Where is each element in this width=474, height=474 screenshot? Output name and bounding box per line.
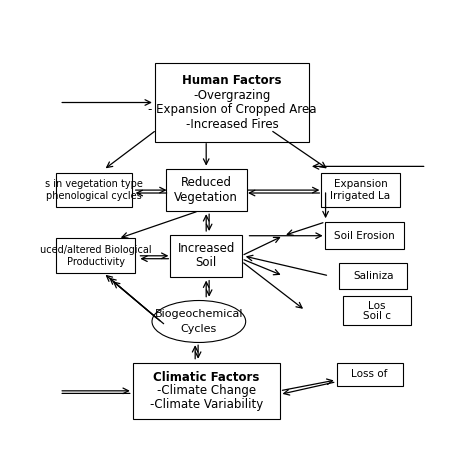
Text: Cycles: Cycles	[181, 324, 217, 334]
FancyBboxPatch shape	[170, 235, 242, 277]
FancyBboxPatch shape	[155, 63, 309, 142]
Text: Soil: Soil	[196, 256, 217, 269]
Text: Climatic Factors: Climatic Factors	[153, 371, 259, 383]
Text: Loss of: Loss of	[352, 369, 388, 379]
FancyBboxPatch shape	[133, 363, 280, 419]
Text: phenological cycles: phenological cycles	[46, 191, 142, 201]
Text: Los: Los	[368, 301, 386, 310]
Text: - Expansion of Cropped Area: - Expansion of Cropped Area	[148, 103, 316, 117]
Text: Productivity: Productivity	[67, 257, 125, 267]
FancyBboxPatch shape	[325, 222, 404, 249]
Text: Biogeochemical: Biogeochemical	[155, 310, 243, 319]
Text: s in vegetation type: s in vegetation type	[45, 179, 143, 189]
Text: Increased: Increased	[177, 242, 235, 255]
FancyBboxPatch shape	[337, 363, 403, 386]
Text: Soil c: Soil c	[363, 310, 391, 320]
Text: Saliniza: Saliniza	[353, 271, 393, 281]
Text: -Climate Change: -Climate Change	[156, 384, 256, 397]
Text: -Climate Variability: -Climate Variability	[150, 398, 263, 411]
FancyBboxPatch shape	[56, 238, 136, 273]
Text: -Increased Fires: -Increased Fires	[185, 118, 278, 131]
Ellipse shape	[152, 301, 246, 343]
Text: Soil Erosion: Soil Erosion	[334, 231, 394, 241]
FancyBboxPatch shape	[166, 169, 246, 211]
Text: Expansion: Expansion	[334, 179, 387, 189]
Text: Reduced: Reduced	[181, 176, 232, 190]
Text: Irrigated La: Irrigated La	[330, 191, 391, 201]
Text: -Overgrazing: -Overgrazing	[193, 89, 271, 101]
FancyBboxPatch shape	[321, 173, 400, 208]
Text: uced/altered Biological: uced/altered Biological	[40, 245, 152, 255]
FancyBboxPatch shape	[56, 173, 132, 208]
Text: Vegetation: Vegetation	[174, 191, 238, 204]
Text: Human Factors: Human Factors	[182, 74, 282, 87]
FancyBboxPatch shape	[339, 263, 407, 289]
FancyBboxPatch shape	[343, 296, 411, 325]
